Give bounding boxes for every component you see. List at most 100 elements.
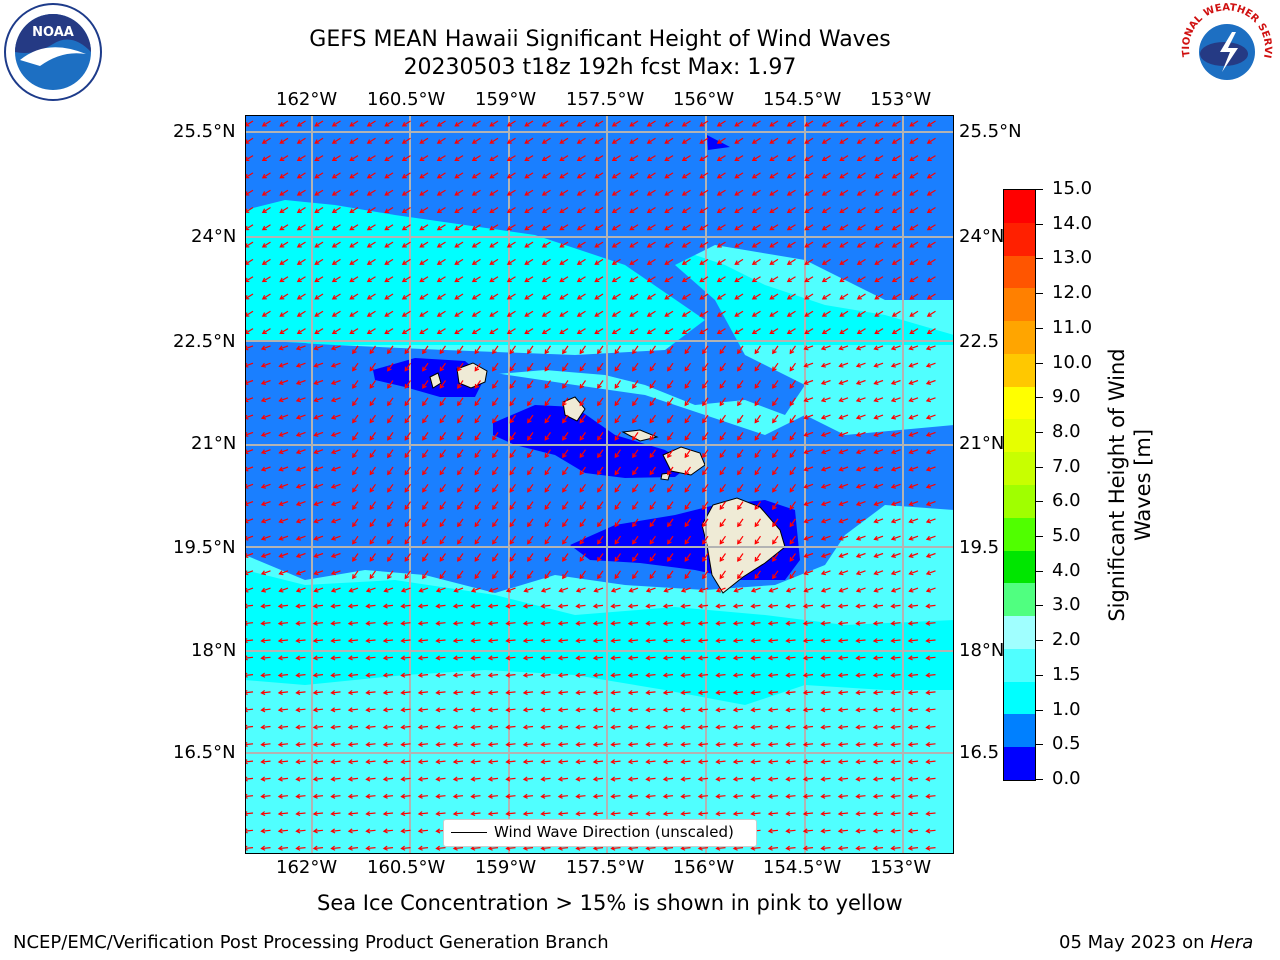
wind-wave-arrowhead (487, 793, 493, 799)
wind-wave-arrowhead (907, 845, 913, 851)
wind-wave-arrowhead (417, 689, 423, 696)
wind-wave-arrowhead (260, 380, 266, 385)
wind-wave-arrowhead (611, 121, 617, 127)
wind-wave-arrowhead (330, 793, 336, 799)
wind-wave-arrowhead (855, 587, 861, 593)
wind-wave-arrow (261, 483, 271, 488)
wind-wave-arrow (716, 674, 726, 677)
wind-wave-arrowhead (820, 811, 826, 817)
wind-wave-arrow (803, 847, 814, 850)
wind-wave-arrow (716, 587, 726, 592)
wind-wave-arrow (754, 397, 761, 406)
wind-wave-arrowhead (873, 449, 879, 455)
wind-wave-arrowhead (260, 587, 266, 593)
wind-wave-arrow (245, 293, 254, 300)
wind-wave-arrowhead (681, 121, 687, 127)
wind-wave-arrowhead (559, 191, 565, 196)
wind-wave-arrowhead (313, 587, 319, 593)
wind-wave-arrowhead (436, 139, 442, 144)
wind-wave-arrow (507, 189, 516, 196)
wind-wave-arrow (733, 847, 744, 850)
wind-wave-arrowhead (454, 173, 460, 179)
wind-wave-arrow (647, 276, 656, 283)
wind-wave-arrow (752, 241, 761, 248)
wind-wave-arrowhead (559, 139, 565, 144)
wind-wave-arrowhead (750, 759, 756, 765)
wind-wave-arrow (562, 553, 569, 562)
wind-wave-arrow (717, 328, 726, 334)
wind-wave-arrow (612, 224, 621, 231)
wind-wave-arrowhead (628, 587, 634, 593)
wind-wave-arrowhead (855, 776, 861, 782)
wind-wave-arrowhead (330, 689, 336, 696)
wind-wave-arrow (404, 414, 411, 423)
wind-wave-arrowhead (789, 349, 795, 355)
wind-wave-arrowhead (470, 655, 476, 661)
wind-wave-arrow (647, 137, 656, 144)
wind-wave-arrow (367, 172, 376, 179)
wind-wave-arrowhead (767, 603, 773, 609)
wind-wave-arrow (579, 380, 586, 389)
wind-wave-arrowhead (295, 345, 301, 351)
wind-wave-arrowhead (909, 208, 915, 213)
wind-wave-arrowhead (384, 277, 390, 283)
wind-wave-arrow (369, 553, 376, 562)
wind-wave-arrowhead (295, 380, 301, 385)
wind-wave-arrowhead (296, 139, 302, 144)
wind-wave-arrow (579, 414, 586, 423)
wind-wave-arrowhead (435, 672, 441, 678)
wind-wave-arrowhead (404, 574, 410, 580)
wind-wave-arrow (926, 656, 936, 659)
wind-wave-arrow (279, 310, 289, 317)
wind-wave-arrow (909, 120, 919, 127)
wind-wave-arrowhead (522, 672, 528, 678)
wind-wave-arrowhead (277, 811, 283, 817)
wind-wave-arrowhead (925, 362, 931, 368)
wind-wave-arrowhead (769, 277, 775, 283)
wind-wave-arrow (279, 379, 289, 385)
wind-wave-arrow (579, 432, 586, 441)
lat-tick-left: 16.5°N (173, 742, 236, 763)
wind-wave-arrowhead (261, 191, 267, 196)
wind-wave-arrow (698, 674, 709, 677)
wind-wave-arrow (611, 604, 621, 607)
wind-wave-arrowhead (699, 294, 705, 300)
wind-wave-arrow (772, 414, 779, 423)
wind-wave-arrowhead (645, 620, 651, 626)
wind-wave-arrow (612, 276, 621, 283)
wind-wave-arrow (754, 518, 761, 527)
wind-wave-arrowhead (435, 655, 441, 661)
wind-wave-arrowhead (527, 401, 532, 407)
wind-wave-arrowhead (509, 539, 515, 545)
wind-wave-arrow (352, 483, 359, 493)
wind-wave-arrow (331, 397, 341, 402)
wind-wave-arrowhead (855, 397, 861, 403)
wind-wave-arrow (279, 172, 289, 179)
wind-wave-arrowhead (474, 505, 480, 511)
wind-wave-arrowhead (489, 173, 495, 179)
wind-wave-arrow (349, 328, 359, 334)
wind-wave-arrowhead (926, 260, 932, 265)
wind-wave-arrowhead (382, 845, 388, 851)
wind-wave-arrow (892, 276, 901, 283)
wind-wave-arrowhead (649, 453, 655, 459)
wind-wave-arrowhead (594, 173, 600, 179)
wind-wave-arrowhead (314, 260, 320, 265)
wind-wave-arrow (772, 380, 779, 389)
wind-wave-arrow (804, 501, 814, 506)
wind-wave-arrow (279, 570, 289, 575)
wind-wave-arrowhead (295, 466, 301, 472)
wind-wave-arrow (474, 518, 481, 527)
wind-wave-arrow (527, 535, 534, 544)
wind-wave-arrow (891, 725, 901, 729)
wind-wave-arrowhead (401, 329, 407, 335)
wind-wave-arrowhead (277, 620, 283, 626)
wind-wave-arrow (402, 328, 411, 334)
wind-wave-arrowhead (890, 828, 896, 834)
wind-wave-arrowhead (330, 483, 336, 489)
wind-wave-arrowhead (820, 414, 826, 420)
wind-wave-arrow (453, 622, 464, 625)
wind-wave-arrow (611, 812, 621, 815)
wind-wave-arrowhead (680, 672, 686, 678)
wind-wave-arrowhead (349, 243, 355, 248)
